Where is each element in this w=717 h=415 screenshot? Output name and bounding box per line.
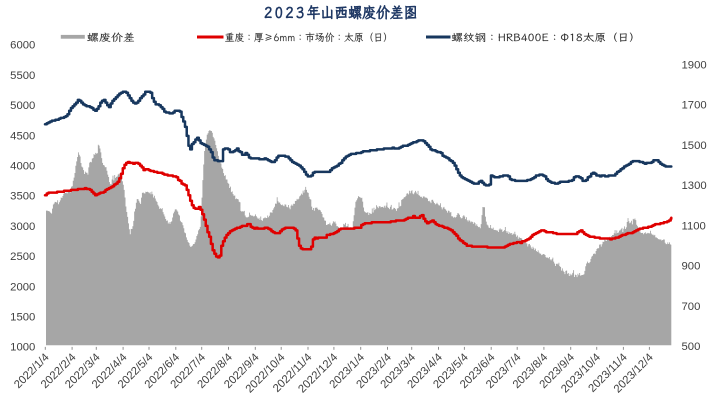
svg-text:700: 700 xyxy=(682,301,701,313)
svg-text:5500: 5500 xyxy=(10,70,35,82)
svg-text:1000: 1000 xyxy=(10,342,35,354)
svg-text:1300: 1300 xyxy=(682,180,707,192)
svg-text:1500: 1500 xyxy=(682,140,707,152)
svg-text:3000: 3000 xyxy=(10,221,35,233)
svg-text:6000: 6000 xyxy=(10,40,35,52)
svg-text:900: 900 xyxy=(682,261,701,273)
svg-text:1700: 1700 xyxy=(682,100,707,112)
svg-text:1900: 1900 xyxy=(682,60,707,72)
svg-text:1100: 1100 xyxy=(682,221,706,233)
svg-text:2500: 2500 xyxy=(10,251,35,263)
svg-text:4500: 4500 xyxy=(10,130,35,142)
svg-text:1500: 1500 xyxy=(10,312,35,324)
svg-text:500: 500 xyxy=(682,341,701,353)
svg-text:2000: 2000 xyxy=(10,281,35,293)
svg-text:3500: 3500 xyxy=(10,191,35,203)
svg-text:4000: 4000 xyxy=(10,161,35,173)
svg-text:5000: 5000 xyxy=(10,100,35,112)
